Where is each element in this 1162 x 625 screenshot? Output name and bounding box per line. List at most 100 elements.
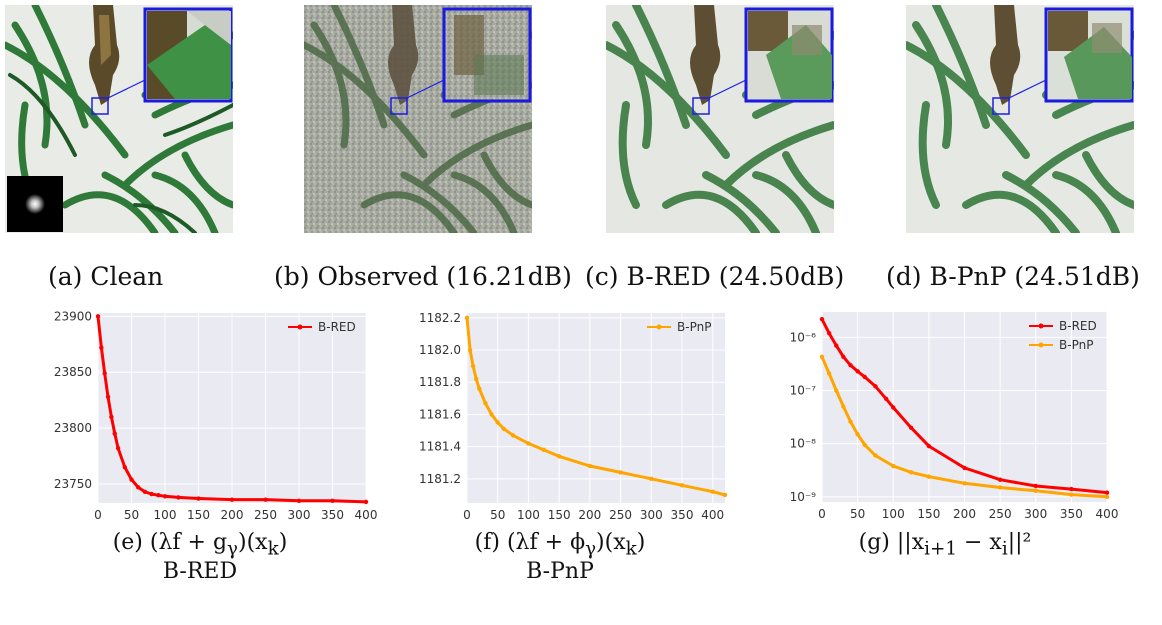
series-point-b-pnp <box>483 400 488 406</box>
series-point-b-pnp <box>841 404 846 409</box>
series-point-b-red <box>122 465 128 470</box>
series-point-b-red <box>109 414 114 420</box>
plot-e-caption-sub2: k <box>267 538 279 560</box>
x-tick-label: 50 <box>490 508 505 520</box>
series-point-b-pnp <box>587 463 593 469</box>
legend-label: B-PnP <box>1059 338 1093 352</box>
x-tick-label: 350 <box>321 508 344 520</box>
series-point-b-pnp <box>862 442 867 448</box>
series-point-b-red <box>196 496 201 501</box>
series-point-b-pnp <box>1069 492 1074 497</box>
x-tick-label: 50 <box>124 508 139 520</box>
plot-area <box>467 313 725 503</box>
plot-f-caption: (f) (λf + ϕγ)(xk) B-PnP <box>430 530 690 584</box>
plot-g-caption-sub2: i <box>1001 538 1008 560</box>
legend-marker <box>297 324 303 330</box>
series-point-b-red <box>841 354 846 360</box>
series-point-b-pnp <box>873 453 878 458</box>
series-point-b-red <box>115 446 121 451</box>
x-tick-label: 0 <box>94 508 102 520</box>
series-point-b-red <box>834 343 839 348</box>
plot-g-caption-a: (g) ||x <box>858 530 925 555</box>
x-tick-label: 200 <box>221 508 244 520</box>
plot-g-caption-sub: i+1 <box>924 538 957 560</box>
x-tick-label: 250 <box>989 507 1012 521</box>
x-tick-label: 300 <box>1024 507 1047 521</box>
series-point-b-red <box>862 374 867 380</box>
y-tick-label: 23850 <box>54 365 92 379</box>
series-point-b-pnp <box>526 441 531 446</box>
series-point-b-pnp <box>470 363 476 369</box>
x-tick-label: 250 <box>254 508 277 520</box>
series-point-b-pnp <box>649 476 654 482</box>
series-point-b-pnp <box>1104 494 1110 500</box>
series-point-b-red <box>149 491 154 497</box>
series-point-b-pnp <box>474 376 479 382</box>
y-tick-label: 10⁻⁹ <box>790 490 817 504</box>
x-tick-label: 0 <box>818 507 826 521</box>
series-line-b-pnp <box>820 356 1108 499</box>
series-point-b-pnp <box>710 489 715 494</box>
series-point-b-pnp <box>495 420 500 425</box>
x-tick-label: 200 <box>578 508 601 520</box>
series-point-b-pnp <box>997 485 1003 490</box>
plot-f-caption-line1: (f) (λf + ϕγ)(xk) <box>430 530 690 559</box>
series-point-b-pnp <box>848 419 853 424</box>
plot-e-caption: (e) (λf + gγ)(xk) B-RED <box>70 530 330 584</box>
x-tick-label: 150 <box>548 508 571 520</box>
x-tick-label: 150 <box>917 507 940 521</box>
observed-image <box>304 5 532 233</box>
series-point-b-pnp <box>501 426 507 432</box>
x-tick-label: 100 <box>882 507 905 521</box>
series-point-b-pnp <box>962 481 967 486</box>
y-tick-label: 10⁻⁸ <box>790 437 817 451</box>
series-point-b-red <box>330 498 335 503</box>
x-tick-label: 400 <box>1096 507 1119 521</box>
x-tick-label: 400 <box>701 508 724 520</box>
series-point-b-pnp <box>679 483 685 488</box>
series-point-b-red <box>873 384 878 389</box>
chart-f-svg: 0 50 100 150 200 250 300 350 400 1181.2 1181.4 1181… <box>419 311 728 520</box>
series-point-b-pnp <box>618 470 623 475</box>
legend-label: B-PnP <box>677 320 711 334</box>
series-point-b-red <box>112 431 117 436</box>
x-tick-label: 350 <box>671 508 694 520</box>
x-tick-label: 400 <box>355 508 378 520</box>
chart-g-svg: 0 50 100 150 200 250 300 350 400 10⁻⁹ 10⁻⁸ 10⁻⁷ 10⁻⁶… <box>790 312 1119 521</box>
plot-e-caption-sub: γ <box>227 538 239 560</box>
series-point-b-red <box>997 477 1003 482</box>
series-point-b-red <box>136 485 141 490</box>
plot-f-caption-c: ) <box>636 530 646 555</box>
y-tick-label: 1181.6 <box>419 407 461 421</box>
series-point-b-red <box>95 314 101 319</box>
legend-label: B-RED <box>1059 319 1097 333</box>
y-tick-label: 1181.2 <box>419 472 461 486</box>
legend-marker <box>1038 323 1044 329</box>
series-point-b-pnp <box>489 412 494 417</box>
panel-c-caption: (c) B-RED (24.50dB) <box>585 262 845 291</box>
x-tick-label: 100 <box>154 508 177 520</box>
x-tick-label: 50 <box>850 507 865 521</box>
legend-label: B-RED <box>318 320 356 334</box>
series-point-b-red <box>819 316 825 322</box>
plot-e-caption-line1: (e) (λf + gγ)(xk) <box>70 530 330 559</box>
bred-image <box>606 5 834 233</box>
series-point-b-pnp <box>556 454 562 459</box>
plot-g-caption: (g) ||xi+1 − xi||² <box>810 530 1080 559</box>
plot-e-caption-c: ) <box>278 530 288 555</box>
panel-b-caption: (b) Observed (16.21dB) <box>274 262 572 291</box>
plot-g-caption-c: ||² <box>1007 530 1032 555</box>
series-point-b-pnp <box>908 470 914 475</box>
series-point-b-pnp <box>1033 488 1038 493</box>
series-point-b-red <box>363 499 369 505</box>
series-point-b-red <box>926 443 932 449</box>
series-point-b-red <box>826 330 832 336</box>
x-tick-label: 100 <box>517 508 540 520</box>
plot-g-caption-b: − x <box>957 530 1002 555</box>
y-tick-label: 1182.2 <box>419 311 461 325</box>
plot-f-caption-line2: B-PnP <box>526 559 594 585</box>
y-tick-label: 23800 <box>54 421 92 435</box>
y-tick-label: 1181.8 <box>419 375 461 389</box>
series-point-b-pnp <box>891 463 896 469</box>
x-tick-label: 300 <box>640 508 663 520</box>
